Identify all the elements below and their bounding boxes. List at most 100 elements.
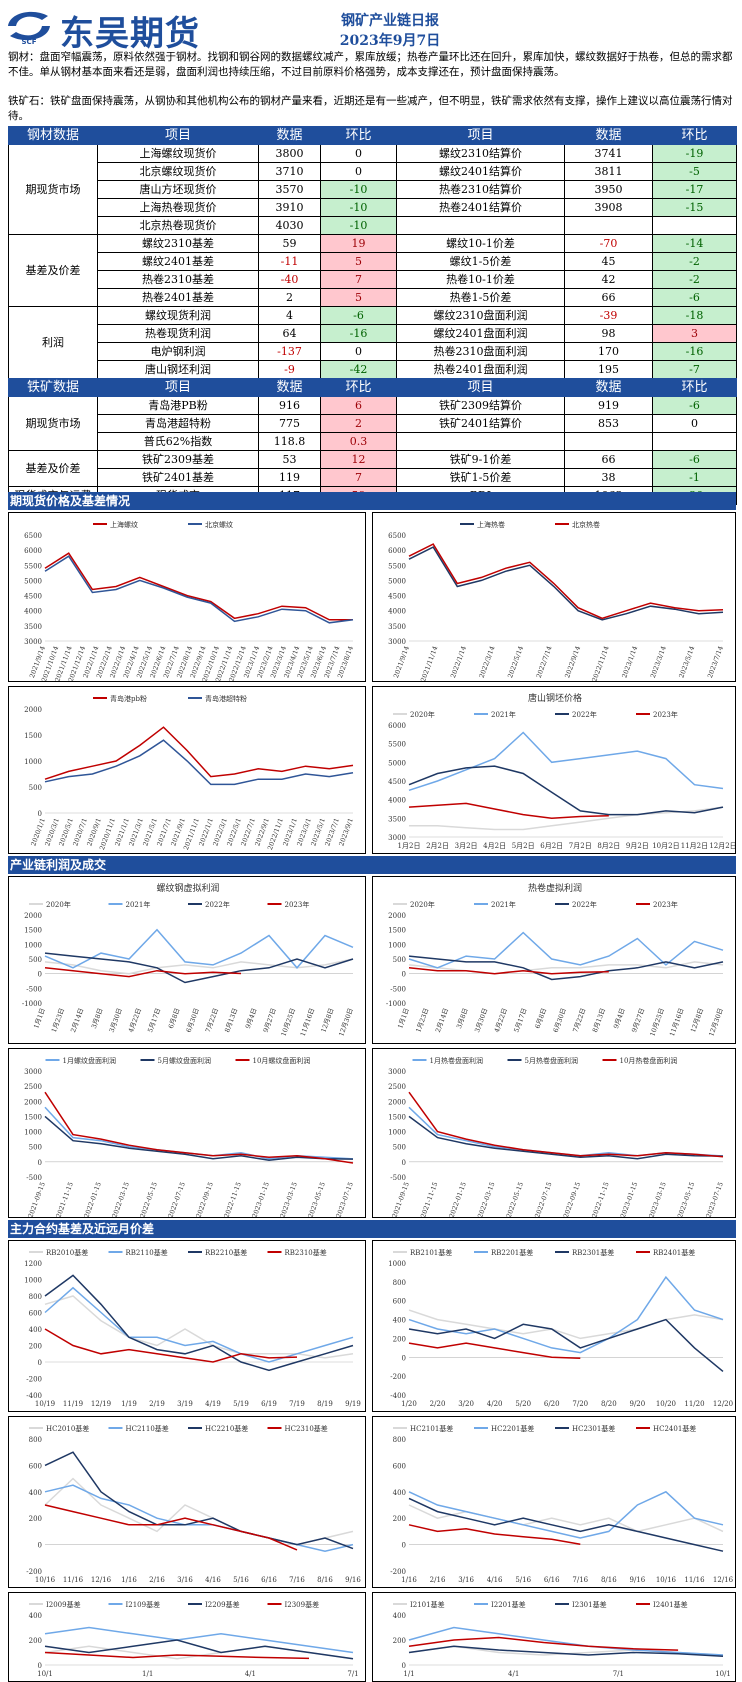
item-change: -10 <box>320 198 397 217</box>
legend-entry: HC2301基差 <box>572 1424 615 1433</box>
section-title-profit: 产业链利润及成交 <box>8 856 736 874</box>
series-line <box>408 546 724 621</box>
y-tick-label: 0 <box>402 1354 406 1362</box>
series-line <box>44 1626 354 1654</box>
table-row: 热卷2310基差 -40 7 热卷10-1价差 42 -2 <box>9 270 737 289</box>
x-tick-label: 3/19 <box>177 1400 193 1408</box>
y-tick-label: 1500 <box>24 732 42 740</box>
item-name: 电炉钢利润 <box>97 342 259 361</box>
item-value: 66 <box>564 450 653 469</box>
item-change: 5 <box>320 252 397 271</box>
legend-entry: 上海螺纹 <box>110 520 138 529</box>
item-change: -18 <box>652 306 737 325</box>
item-name: 唐山方坯现货价 <box>97 180 259 199</box>
series-line <box>44 552 353 621</box>
group-label: 利润 <box>8 306 98 379</box>
x-tick-label: 8月2日 <box>597 842 620 850</box>
series-line <box>408 1275 724 1354</box>
y-tick-label: 1000 <box>388 1129 406 1137</box>
x-tick-label: 2023/7/14 <box>706 645 725 679</box>
line-chart: 上海螺纹 北京螺纹 3000 3500 4000 4500 5000 5500 6000 6500… <box>24 520 355 681</box>
y-tick-label: 800 <box>29 1293 42 1301</box>
y-tick-label: 1000 <box>388 1260 406 1268</box>
y-tick-label: 500 <box>29 784 42 792</box>
item-value: -9 <box>258 360 321 379</box>
line-chart: 热卷虚拟利润 2020年 2021年 2022年 2023年 -1000 -500 0 500 1… <box>386 882 725 1038</box>
svg-text:SCF: SCF <box>22 38 37 46</box>
y-tick-label: -1000 <box>22 1000 42 1008</box>
x-tick-label: 9/19 <box>345 1400 361 1408</box>
x-tick-label: 12月8日 <box>689 1007 705 1034</box>
y-tick-label: 6000 <box>24 547 42 555</box>
y-tick-label: 1500 <box>388 1113 406 1121</box>
x-tick-label: 5/19 <box>233 1400 249 1408</box>
y-tick-label: -400 <box>390 1392 406 1400</box>
x-tick-label: 2022-07-15 <box>533 1181 553 1218</box>
legend-entry: 2021年 <box>491 900 516 909</box>
x-tick-label: 4月2日 <box>483 842 506 850</box>
series-line <box>44 726 354 780</box>
column-header: 铁矿数据 <box>8 378 98 397</box>
item-value: 3950 <box>564 180 653 199</box>
x-tick-label: 9月2日 <box>626 842 649 850</box>
legend-entry: 北京热卷 <box>572 520 600 529</box>
item-change: 0 <box>320 162 397 181</box>
y-tick-label: -200 <box>390 1373 406 1381</box>
steel-comment: 钢材：盘面窄幅震荡，原料依然强于钢材。找钢和钢谷网的数据螺纹减产，累库放缓；热卷… <box>8 51 733 78</box>
series-line <box>408 1524 581 1546</box>
y-tick-label: 3000 <box>24 638 42 646</box>
y-tick-label: 200 <box>29 1515 42 1523</box>
item-name: 热卷2310结算价 <box>396 180 565 199</box>
x-tick-label: 8月13日 <box>591 1007 607 1034</box>
item-name: 热卷1-5价差 <box>396 288 565 307</box>
series-line <box>44 555 354 624</box>
legend-entry: 2020年 <box>410 900 435 909</box>
item-change: -17 <box>652 180 737 199</box>
table-row: 铁矿2401基差 119 7 铁矿1-5价差 38 -1 <box>9 468 737 487</box>
item-name: 铁矿2401基差 <box>97 468 259 487</box>
item-change: -6 <box>320 306 397 325</box>
item-name: 螺纹10-1价差 <box>396 234 565 253</box>
x-tick-label: 2022-07-15 <box>167 1181 187 1218</box>
legend-entry: RB2110基差 <box>126 1248 168 1257</box>
item-value <box>564 216 653 235</box>
y-tick-label: 2000 <box>388 1098 406 1106</box>
series-line <box>408 955 724 981</box>
y-tick-label: 3000 <box>24 1068 42 1076</box>
line-chart: I2101基差 I2201基差 I2301基差 I2401基差 0 200 400 1/1 4/… <box>393 1600 731 1678</box>
x-tick-label: 2023-01-15 <box>619 1181 639 1218</box>
series-line <box>44 1484 354 1552</box>
item-value: 3570 <box>258 180 321 199</box>
item-name: 螺纹2310结算价 <box>396 144 565 163</box>
legend-entry: 2023年 <box>653 900 678 909</box>
column-header: 环比 <box>652 126 737 145</box>
x-tick-label: 2023-07-15 <box>335 1181 355 1218</box>
x-tick-label: 11月16日 <box>668 1007 686 1038</box>
item-change: 2 <box>320 414 397 433</box>
x-tick-label: 2023-07-15 <box>705 1181 725 1218</box>
legend-entry: 5月螺纹盘面利润 <box>158 1056 211 1065</box>
x-tick-label: 2022-11-15 <box>590 1181 610 1218</box>
item-name: 热卷现货利润 <box>97 324 259 343</box>
table-row: 基差及价差 铁矿2309基差 53 12 铁矿9-1价差 66 -6 <box>8 450 737 487</box>
item-value <box>564 432 653 451</box>
item-value: -40 <box>258 270 321 289</box>
x-tick-label: 4月22日 <box>127 1007 143 1034</box>
x-tick-label: 11/16 <box>684 1576 705 1584</box>
column-header: 数据 <box>258 378 321 397</box>
item-value: 919 <box>564 396 653 415</box>
table-row: 北京螺纹现货价 3710 0 螺纹2401结算价 3811 -5 <box>9 162 737 181</box>
item-change: 12 <box>320 450 397 469</box>
series-line <box>44 967 242 978</box>
series-line <box>408 1106 724 1157</box>
x-tick-label: 4/16 <box>205 1576 221 1584</box>
x-tick-label: 5月17日 <box>512 1007 528 1034</box>
x-tick-label: 6月2日 <box>540 842 563 850</box>
y-tick-label: 3500 <box>388 815 406 823</box>
series-line <box>408 1497 724 1552</box>
item-name <box>396 216 565 235</box>
item-name: 铁矿2309结算价 <box>396 396 565 415</box>
x-tick-label: 2022-01-15 <box>448 1181 468 1218</box>
table-row: 期现货市场 青岛港PB粉 916 6 铁矿2309结算价 919 -6 <box>8 396 737 451</box>
item-value: -70 <box>564 234 653 253</box>
